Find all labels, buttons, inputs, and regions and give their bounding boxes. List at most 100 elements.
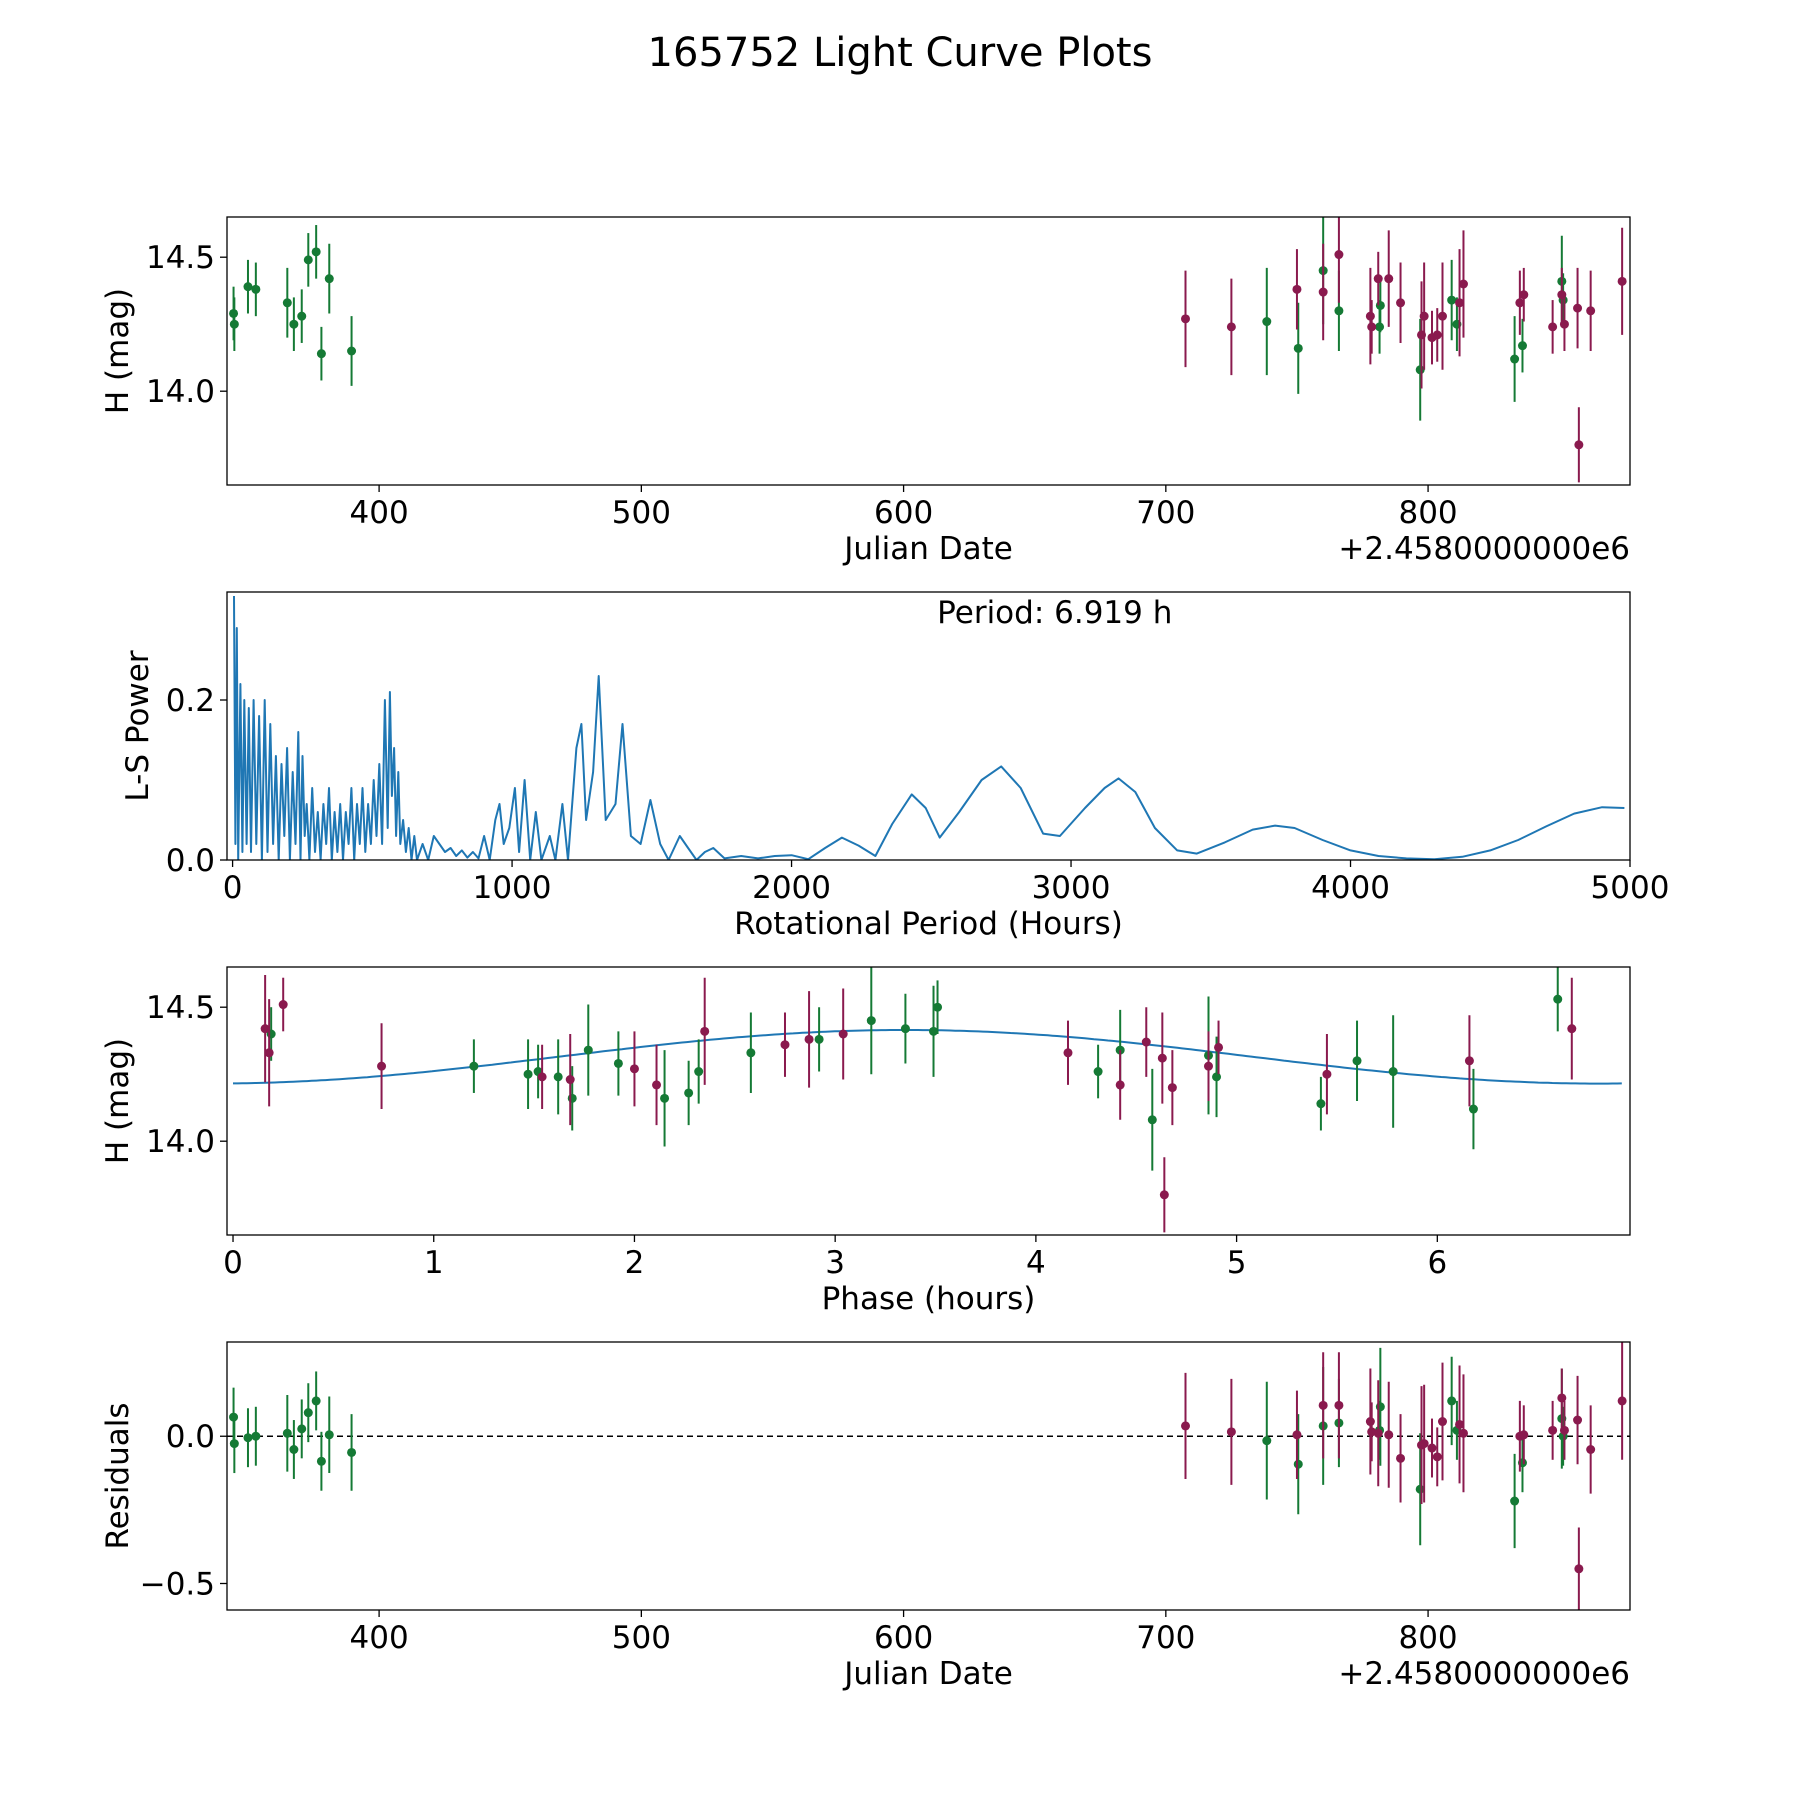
- y-tick-label: 0.2: [166, 683, 215, 719]
- data-point-green: [282, 1428, 292, 1438]
- data-point-green: [613, 1058, 623, 1068]
- data-point-magenta: [1318, 287, 1328, 297]
- data-point-magenta: [1322, 1069, 1332, 1079]
- x-tick-label: 400: [350, 495, 409, 531]
- data-point-magenta: [1458, 279, 1468, 289]
- data-point-green: [282, 298, 292, 308]
- data-point-magenta: [264, 1048, 274, 1058]
- data-point-magenta: [1292, 1430, 1302, 1440]
- residuals-ylabel: Residuals: [100, 1402, 136, 1549]
- periodogram-xlabel: Rotational Period (Hours): [734, 906, 1123, 942]
- data-point-green: [229, 1439, 239, 1449]
- data-point-magenta: [1519, 290, 1529, 300]
- x-tick-label: 6: [1427, 1245, 1447, 1281]
- x-tick-label: 4000: [1311, 870, 1390, 906]
- periodogram-frame: [226, 591, 1631, 861]
- data-point-magenta: [1167, 1083, 1177, 1093]
- data-point-magenta: [1559, 1425, 1569, 1435]
- residuals-xlabel: Julian Date: [842, 1656, 1013, 1692]
- data-point-green: [1334, 306, 1344, 316]
- data-point-magenta: [1515, 298, 1525, 308]
- data-point-green: [1468, 1104, 1478, 1114]
- data-point-green: [1553, 994, 1563, 1004]
- residuals-plot-area: [227, 1342, 1630, 1610]
- data-point-magenta: [1115, 1080, 1125, 1090]
- lightcurve-frame: [226, 216, 1631, 486]
- x-tick-label: 400: [350, 1620, 409, 1656]
- data-point-magenta: [1432, 330, 1442, 340]
- data-point-green: [303, 255, 313, 265]
- figure-title: 165752 Light Curve Plots: [648, 30, 1153, 76]
- data-point-green: [243, 282, 253, 292]
- data-point-green: [297, 311, 307, 321]
- y-tick-label: 14.5: [146, 990, 215, 1026]
- data-point-magenta: [1574, 440, 1584, 450]
- data-point-magenta: [838, 1029, 848, 1039]
- data-point-magenta: [1334, 1400, 1344, 1410]
- data-point-magenta: [1464, 1056, 1474, 1066]
- data-point-green: [523, 1069, 533, 1079]
- data-point-green: [553, 1072, 563, 1082]
- phased-panel: Phase (hours) H (mag) 0 1 2 3 4 5 6 14.0 14.5: [100, 966, 1631, 1317]
- data-point-green: [1262, 317, 1272, 327]
- x-tick-label: 5: [1227, 1245, 1247, 1281]
- data-point-magenta: [1419, 311, 1429, 321]
- data-point-green: [316, 349, 326, 359]
- data-point-magenta: [1203, 1061, 1213, 1071]
- data-point-magenta: [1617, 1396, 1627, 1406]
- data-point-magenta: [1180, 314, 1190, 324]
- data-point-magenta: [1519, 1430, 1529, 1440]
- x-tick-label: 700: [1136, 1620, 1195, 1656]
- data-point-magenta: [1373, 1428, 1383, 1438]
- data-point-magenta: [1586, 1444, 1596, 1454]
- data-point-green: [1212, 1072, 1222, 1082]
- data-point-green: [347, 1447, 357, 1457]
- data-point-magenta: [1396, 298, 1406, 308]
- data-point-green: [1510, 354, 1520, 364]
- data-point-green: [746, 1048, 756, 1058]
- periodogram-plot-area: [233, 595, 1625, 860]
- data-point-green: [1447, 295, 1457, 305]
- data-point-green: [324, 274, 334, 284]
- data-point-magenta: [1384, 1430, 1394, 1440]
- data-point-magenta: [260, 1024, 270, 1034]
- data-point-green: [251, 284, 261, 294]
- data-point-magenta: [1384, 274, 1394, 284]
- data-point-green: [933, 1002, 943, 1012]
- data-point-green: [1293, 343, 1303, 353]
- data-point-magenta: [1617, 276, 1627, 286]
- data-point-magenta: [1318, 1400, 1328, 1410]
- data-point-green: [567, 1093, 577, 1103]
- lightcurve-xlabel: Julian Date: [842, 531, 1013, 567]
- data-point-magenta: [1373, 274, 1383, 284]
- lightcurve-offset-text: +2.4580000000e6: [1338, 531, 1630, 567]
- data-point-green: [1262, 1436, 1272, 1446]
- data-point-green: [243, 1433, 253, 1443]
- x-tick-label: 800: [1398, 1620, 1457, 1656]
- x-tick-label: 600: [874, 1620, 933, 1656]
- data-point-green: [814, 1034, 824, 1044]
- x-tick-label: 0: [223, 870, 243, 906]
- data-point-magenta: [804, 1034, 814, 1044]
- data-point-green: [1510, 1496, 1520, 1506]
- y-tick-label: 14.0: [146, 374, 215, 410]
- data-point-magenta: [1574, 1564, 1584, 1574]
- phased-frame: [226, 966, 1631, 1236]
- data-point-magenta: [1419, 1439, 1429, 1449]
- x-tick-label: 700: [1136, 495, 1195, 531]
- lightcurve-plot-area: [229, 217, 1627, 483]
- periodogram-line: [233, 595, 1625, 860]
- y-tick-label: 0.0: [166, 1419, 215, 1455]
- lightcurve-ylabel: H (mag): [100, 288, 136, 414]
- data-point-green: [324, 1430, 334, 1440]
- data-point-magenta: [1214, 1042, 1224, 1052]
- data-point-green: [660, 1093, 670, 1103]
- data-point-green: [1447, 1396, 1457, 1406]
- data-point-magenta: [565, 1075, 575, 1085]
- data-point-green: [1375, 1402, 1385, 1412]
- data-point-green: [347, 346, 357, 356]
- phased-xlabel: Phase (hours): [822, 1281, 1036, 1317]
- data-point-magenta: [377, 1061, 387, 1071]
- x-tick-label: 5000: [1591, 870, 1670, 906]
